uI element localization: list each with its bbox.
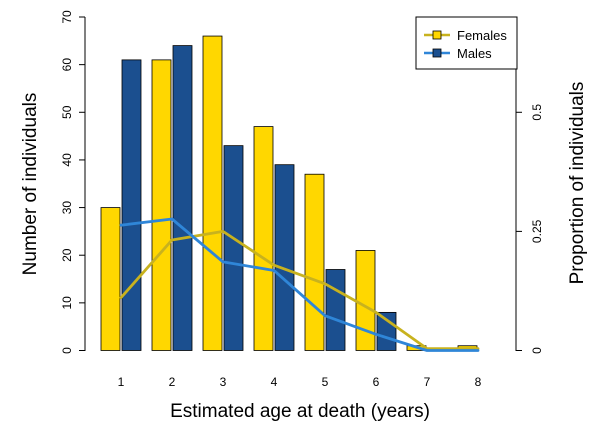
males-bar-1 <box>121 59 142 351</box>
x-tick-label: 3 <box>220 375 227 389</box>
males-bar-4 <box>274 164 295 351</box>
females-proportion-line <box>119 229 480 350</box>
x-tick-label: 1 <box>118 375 125 389</box>
left-tick-label: 10 <box>60 296 74 310</box>
legend-box <box>415 16 518 70</box>
legend-females-label: Females <box>457 28 507 43</box>
males-proportion-line <box>119 217 480 352</box>
x-tick-label: 2 <box>169 375 176 389</box>
legend-males-swatch <box>432 48 442 58</box>
left-tick-label: 30 <box>60 201 74 215</box>
bars <box>100 35 478 351</box>
proportion-lines <box>119 217 480 352</box>
x-ticks: 1 2 3 4 5 6 7 8 <box>118 375 482 389</box>
males-bar-5 <box>325 269 346 351</box>
x-tick-label: 4 <box>271 375 278 389</box>
legend-females-swatch <box>432 30 442 40</box>
left-tick-label: 60 <box>60 58 74 72</box>
left-tick-label: 20 <box>60 248 74 262</box>
left-tick-label: 50 <box>60 105 74 119</box>
x-tick-label: 5 <box>322 375 329 389</box>
females-bar-1 <box>100 207 121 351</box>
males-bar-3 <box>223 145 244 351</box>
right-y-axis-title: Proportion of individuals <box>567 82 588 285</box>
right-tick-label: 0 <box>530 347 544 354</box>
females-bar-2 <box>151 59 172 351</box>
left-y-axis-title: Number of individuals <box>20 93 41 276</box>
right-y-axis: 0 0.25 0.5 <box>515 17 544 354</box>
females-bar-4 <box>253 126 274 351</box>
x-axis-title: Estimated age at death (years) <box>170 401 430 422</box>
left-tick-label: 40 <box>60 153 74 167</box>
x-tick-label: 6 <box>373 375 380 389</box>
legend: Females Males <box>415 16 518 70</box>
females-bar-6 <box>355 250 376 351</box>
females-bar-5 <box>304 173 325 351</box>
x-axis: 1 2 3 4 5 6 7 8 <box>118 375 482 389</box>
right-tick-label: 0.5 <box>530 104 544 121</box>
x-tick-label: 7 <box>424 375 431 389</box>
males-bar-6 <box>376 311 397 351</box>
x-tick-label: 8 <box>475 375 482 389</box>
right-y-ticks: 0 0.25 0.5 <box>516 104 544 354</box>
legend-males-label: Males <box>457 46 492 61</box>
left-tick-label: 70 <box>60 10 74 24</box>
left-y-axis: 0 10 20 30 40 50 60 70 <box>60 10 86 354</box>
left-tick-label: 0 <box>60 347 74 354</box>
right-tick-label: 0.25 <box>530 219 544 243</box>
females-bar-3 <box>202 35 223 351</box>
males-bar-2 <box>172 45 193 351</box>
left-y-ticks: 0 10 20 30 40 50 60 70 <box>60 10 85 354</box>
